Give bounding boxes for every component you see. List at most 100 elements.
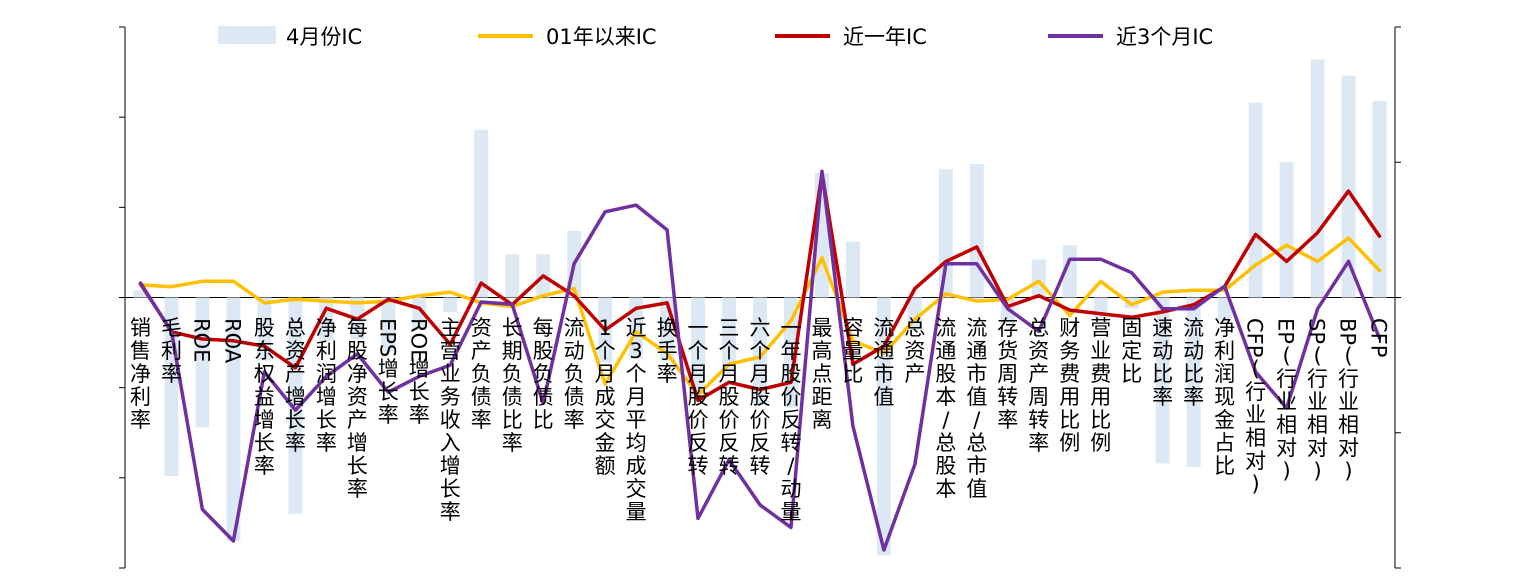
category-label-part: 业 — [1245, 403, 1266, 427]
category-label-part: 成 — [626, 454, 647, 478]
category-label-part: 股 — [533, 339, 554, 363]
category-label-part: 总 — [1028, 316, 1049, 340]
category-label-part: 负 — [564, 362, 585, 386]
category-label-part: 率 — [440, 500, 461, 524]
category-label-part: 长 — [254, 431, 275, 455]
category-label-part: 近 — [626, 316, 647, 340]
category-label-part: 价 — [780, 385, 801, 409]
category-label: 增长率 — [409, 357, 430, 427]
category-label-part: 市 — [966, 362, 987, 386]
category-label-part: 股 — [750, 385, 771, 409]
category-label-part: 转 — [780, 431, 801, 455]
category-label-part: 产 — [285, 362, 306, 386]
category-label-part: 周 — [1028, 385, 1049, 409]
category-label-part: 对 — [1338, 436, 1359, 460]
category-label-rotated: ROA — [220, 318, 244, 364]
category-label-part: 距 — [811, 385, 832, 409]
category-label-part: 长 — [440, 477, 461, 501]
category-label-part: 总 — [285, 316, 306, 340]
category-label-part: 流 — [873, 316, 894, 340]
category-label-part: 动 — [564, 339, 585, 363]
category-label-part: 流 — [564, 316, 585, 340]
category-label-part: 比 — [842, 362, 863, 386]
category-labels-group: 销售净利率毛利率股东权益增长率总资产增长率净利润增长率每股净资产增长率增长率增长… — [130, 316, 1391, 524]
category-label-part: 负 — [502, 362, 523, 386]
category-label-part: 现 — [1214, 385, 1235, 409]
category-label: (行业相对) — [1276, 344, 1297, 483]
bar-4月份IC — [691, 297, 706, 397]
category-label-part: 量 — [842, 339, 863, 363]
bar-4月份IC — [722, 297, 736, 374]
category-label: 每股负债比 — [533, 316, 554, 432]
category-label-part: 月 — [595, 362, 616, 386]
bar-4月份IC — [288, 297, 303, 514]
category-label-part: 值 — [873, 385, 894, 409]
category-label-part: ) — [1252, 472, 1260, 496]
category-label: 流通市值/总市值 — [966, 316, 987, 501]
category-label-part: 用 — [1090, 385, 1111, 409]
category-label-part: 费 — [1090, 362, 1111, 386]
bar-4月份IC — [845, 241, 860, 298]
category-label-part: 产 — [904, 362, 925, 386]
category-label-part: 存 — [997, 316, 1018, 340]
category-label-part: 流 — [935, 316, 956, 340]
category-label-part: 长 — [502, 316, 523, 340]
category-label: 财务费用比例 — [1059, 316, 1080, 455]
category-label: 总资产增长率 — [285, 316, 306, 455]
category-label: 容量比 — [842, 316, 863, 386]
category-label-part: 行 — [1276, 367, 1297, 391]
category-label-part: 营 — [1090, 316, 1111, 340]
bar-4月份IC — [1186, 297, 1201, 468]
category-label-part: 总 — [966, 431, 987, 455]
bar-4月份IC — [938, 169, 953, 298]
category-label-part: 利 — [161, 339, 182, 363]
bar-4月份IC — [1248, 102, 1263, 298]
category-label-part: 负 — [471, 362, 492, 386]
category-label-part: 营 — [440, 339, 461, 363]
category-label-part: 增 — [409, 357, 430, 381]
category-label-part: 货 — [997, 339, 1018, 363]
category-label-part: 反 — [780, 408, 801, 432]
legend-label: 近3个月IC — [1116, 25, 1213, 49]
category-label-part: 额 — [595, 454, 616, 478]
category-label-part: 个 — [595, 339, 616, 363]
category-label-part: 转 — [688, 454, 709, 478]
category-label-part: 最 — [811, 316, 832, 340]
bar-4月份IC — [1372, 100, 1387, 298]
category-label: (行业相对) — [1338, 344, 1359, 483]
category-label-part: 产 — [347, 408, 368, 432]
category-label-part: 月 — [626, 385, 647, 409]
category-label-part: 流 — [966, 316, 987, 340]
category-label-part: 个 — [750, 339, 771, 363]
category-label-part: 费 — [1059, 362, 1080, 386]
category-label-part: 比 — [1183, 362, 1204, 386]
category-label-part: 交 — [626, 477, 647, 501]
category-label-part: 润 — [316, 362, 337, 386]
category-label-part: 个 — [688, 339, 709, 363]
bar-4月份IC — [133, 290, 148, 298]
category-label-part: 对 — [1245, 449, 1266, 473]
category-label-part: 业 — [440, 362, 461, 386]
legend-swatch-bar — [218, 26, 276, 44]
bar-4月份IC — [381, 297, 396, 352]
category-label-part: 三 — [719, 316, 740, 340]
category-label-part: ( — [1344, 344, 1352, 368]
category-label-part: 主 — [440, 316, 461, 340]
legend: 4月份IC 01年以来IC 近一年IC 近3个月IC — [218, 25, 1213, 49]
category-label-part: 业 — [1276, 390, 1297, 414]
category-label-part: 一 — [780, 316, 801, 340]
category-label-part: 市 — [966, 454, 987, 478]
category-label: 流动比率 — [1183, 316, 1204, 409]
category-label: 流动负债率 — [564, 316, 585, 432]
line-series-group — [138, 169, 1382, 552]
category-label-part: 比 — [1152, 362, 1173, 386]
category-label-part: 债 — [502, 385, 523, 409]
category-label-part: 资 — [1028, 339, 1049, 363]
category-label-part: 定 — [1121, 339, 1142, 363]
category-label: 主营业务收入增长率 — [440, 316, 461, 524]
category-label-part: 每 — [347, 316, 368, 340]
category-label-part: 务 — [1059, 339, 1080, 363]
category-label: 三个月股价反转 — [719, 316, 740, 478]
bar-4月份IC — [1031, 259, 1046, 298]
